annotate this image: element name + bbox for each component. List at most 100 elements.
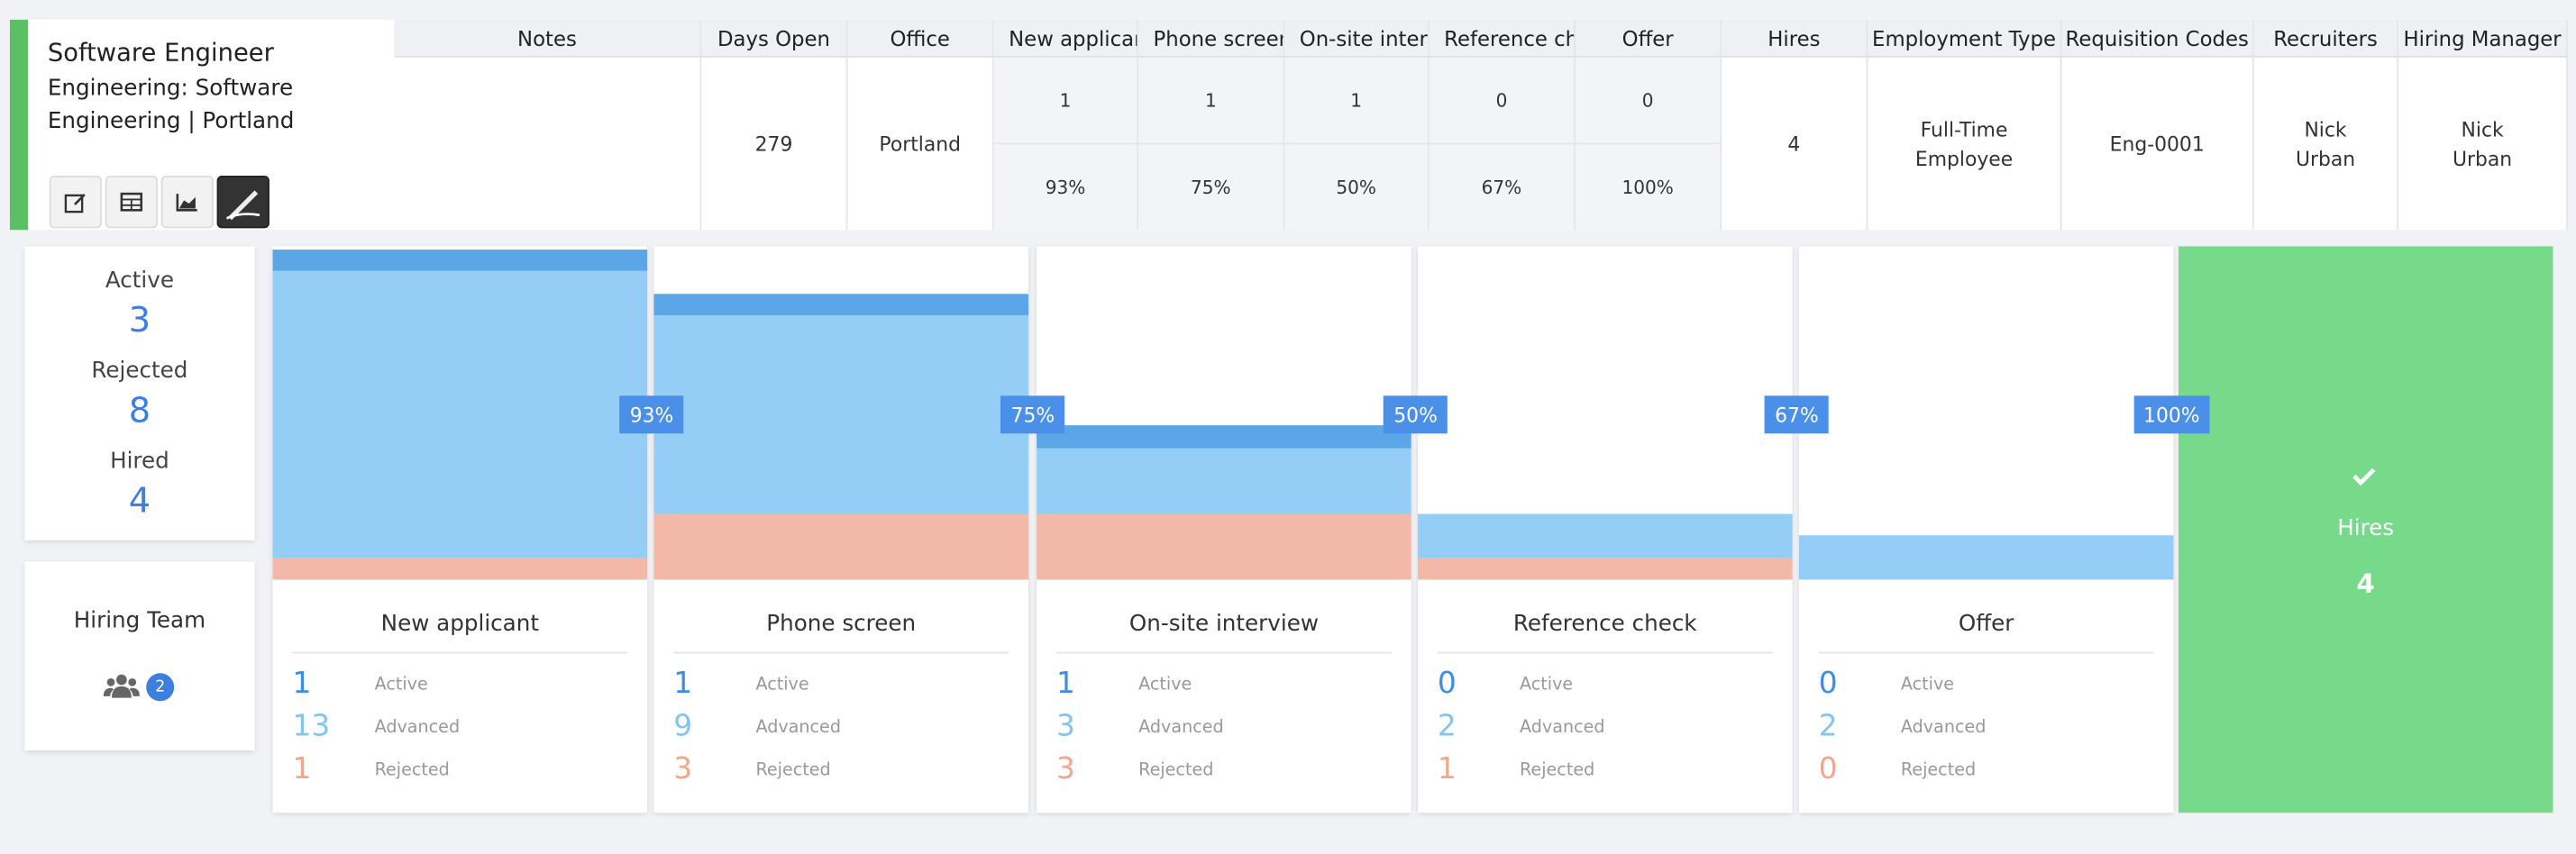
rejected-label: Rejected	[1900, 759, 1977, 780]
column-header: Hires	[1722, 19, 1868, 58]
rejected-segment	[1417, 558, 1793, 580]
stage-rate: 100%	[1575, 144, 1722, 231]
stage-rate: 67%	[1429, 144, 1576, 231]
sign-icon	[225, 190, 260, 221]
advanced-label: Advanced	[755, 717, 841, 738]
column-header: Reference check	[1429, 19, 1576, 58]
divider	[673, 651, 1009, 654]
edit-button[interactable]	[49, 176, 103, 229]
summary-card: Active 3 Rejected 8 Hired 4	[24, 246, 255, 541]
hires-label: Hires	[2337, 515, 2395, 542]
conversion-rate: 67%	[1765, 395, 1829, 434]
chart-button[interactable]	[160, 176, 214, 229]
rejected-count: 1	[292, 751, 312, 787]
stage-name: Reference check	[1512, 611, 1697, 638]
stage-count: 1	[1284, 57, 1430, 145]
team-icon	[103, 674, 140, 698]
stage-rate: 75%	[1138, 144, 1285, 231]
check-icon	[2352, 468, 2376, 486]
hiring-team-title: Hiring Team	[73, 607, 206, 634]
stage-card: 67% Reference check 0 Active 2 Advanced 1 Rejec…	[1417, 246, 1829, 813]
conversion-rate: 75%	[1000, 395, 1065, 434]
rejected-segment	[653, 513, 1029, 580]
divider	[1818, 651, 2154, 654]
active-segment	[272, 250, 648, 272]
stage-count: 0	[1429, 57, 1576, 145]
stage-name: Offer	[1958, 611, 2014, 638]
rejected-count: 3	[673, 751, 693, 787]
rejected-label: Rejected	[755, 759, 831, 780]
advanced-segment	[1417, 513, 1793, 559]
active-count: 0	[1437, 667, 1457, 702]
column-header: Office	[847, 19, 994, 58]
team-count: 2	[146, 673, 175, 702]
column-header: Notes	[394, 19, 702, 58]
divider	[1055, 651, 1392, 654]
advanced-count: 2	[1818, 709, 1838, 744]
rejected-segment	[272, 558, 648, 580]
advanced-segment	[1037, 447, 1411, 514]
table-cell: Full-Time Employee	[1868, 57, 2062, 231]
column-header: Phone screen	[1138, 19, 1285, 58]
stage-name: Phone screen	[766, 611, 917, 638]
column-header: Days Open	[701, 19, 848, 58]
column-header: Offer	[1575, 19, 1722, 58]
column-header: New applicant	[993, 19, 1139, 58]
rejected-label: Rejected	[1519, 759, 1595, 780]
advanced-count: 3	[1055, 709, 1075, 744]
active-count: 0	[1818, 667, 1838, 702]
active-count: 1	[292, 667, 312, 702]
table-cell: 4	[1722, 57, 1868, 231]
hiring-team-card: Hiring Team 2	[24, 561, 255, 750]
summary-label: Rejected	[91, 358, 188, 385]
active-label: Active	[755, 675, 809, 695]
rejected-segment	[1037, 513, 1411, 580]
advanced-label: Advanced	[374, 717, 461, 738]
stage-bar	[1798, 250, 2174, 580]
active-segment	[653, 293, 1029, 316]
sign-button[interactable]	[216, 176, 269, 229]
active-count: 1	[1055, 667, 1075, 702]
edit-icon	[64, 194, 86, 214]
summary-value: 4	[128, 481, 151, 521]
stage-card: 93% New applicant 1 Active 13 Advanced 1 Reject…	[272, 246, 684, 813]
stage-rate: 50%	[1284, 144, 1430, 231]
stage-bar	[653, 250, 1029, 580]
chart-icon	[176, 194, 197, 212]
summary-label: Hired	[110, 448, 169, 475]
divider	[292, 651, 628, 654]
stage-card: 75% Phone screen 1 Active 9 Advanced 3 Rejected	[653, 246, 1065, 813]
advanced-segment	[272, 271, 648, 559]
stage-count: 1	[993, 57, 1139, 145]
advanced-label: Advanced	[1900, 717, 1987, 738]
hires-panel: Hires 4	[2178, 246, 2553, 813]
rejected-count: 1	[1437, 751, 1457, 787]
status-bar	[9, 19, 28, 231]
table-button[interactable]	[105, 176, 158, 229]
summary-label: Active	[105, 268, 174, 295]
active-label: Active	[374, 675, 428, 695]
advanced-count: 13	[292, 709, 331, 744]
column-header: On-site interview	[1284, 19, 1430, 58]
job-card: Software Engineer Engineering: Software …	[27, 19, 395, 231]
advanced-count: 2	[1437, 709, 1457, 744]
active-segment	[1037, 425, 1411, 448]
table-cell: Eng-0001	[2061, 57, 2254, 231]
advanced-label: Advanced	[1138, 717, 1224, 738]
column-header: Employment Type	[1868, 19, 2062, 58]
table-cell: Nick Urban	[2398, 57, 2568, 231]
stage-rate: 93%	[993, 144, 1139, 231]
job-department: Engineering: Software Engineering | Port…	[47, 75, 295, 135]
stage-bar	[1037, 250, 1411, 580]
table-cell	[394, 57, 702, 231]
summary-value: 8	[128, 390, 151, 431]
stage-card: 50% On-site interview 1 Active 3 Advanced 3 Rej…	[1037, 246, 1448, 813]
divider	[1437, 651, 1773, 654]
advanced-segment	[1798, 535, 2174, 580]
stage-bar	[272, 250, 648, 580]
table-cell: Nick Urban	[2254, 57, 2399, 231]
rejected-count: 3	[1055, 751, 1075, 787]
table-cell: Portland	[848, 57, 994, 231]
